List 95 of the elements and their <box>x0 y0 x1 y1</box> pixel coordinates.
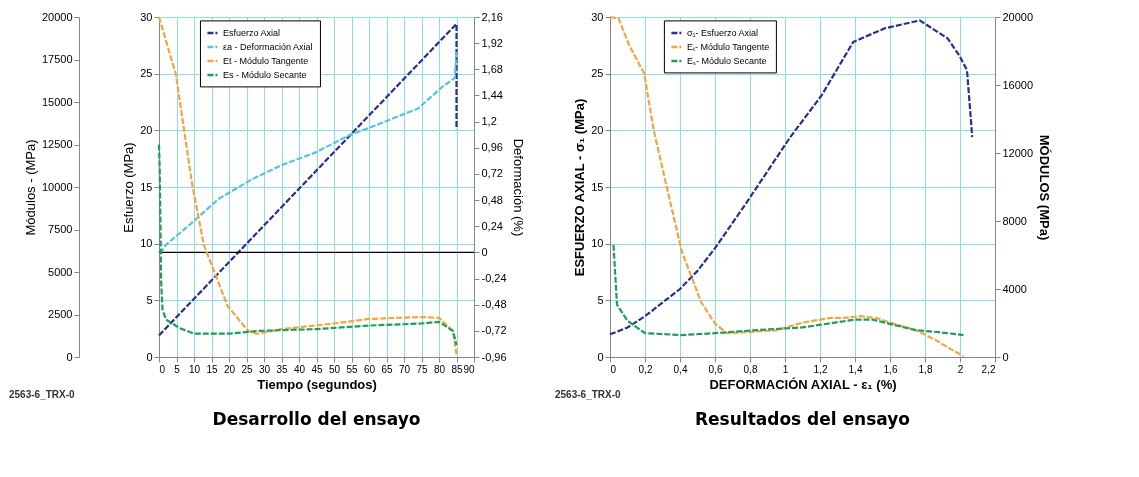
x-tick-label: 45 <box>311 363 323 375</box>
y3-tick-label: 7500 <box>48 223 73 235</box>
y3-tick-label: 5000 <box>48 265 73 278</box>
legend-label: εa - Deformación Axial <box>222 41 313 52</box>
y2-tick-label: 12000 <box>1002 146 1034 159</box>
x-axis-title: DEFORMACIÓN AXIAL - ε₁ (%) <box>709 376 897 392</box>
x-tick-label: 0,6 <box>708 363 723 375</box>
y3-tick-label: 17500 <box>41 53 73 65</box>
y2-tick-label: -0,72 <box>481 324 507 337</box>
y2-tick-label: 1,44 <box>481 88 503 101</box>
y2-tick-label: 0 <box>481 245 488 258</box>
y-tick-label: 30 <box>140 10 153 23</box>
x-tick-label: 0,4 <box>673 363 688 375</box>
y-tick-label: 25 <box>591 67 604 80</box>
y2-tick-label: 2,16 <box>481 10 503 23</box>
y3-tick-label: 2500 <box>48 308 73 320</box>
legend-label: Eₜ- Módulo Tangente <box>686 41 770 52</box>
y-tick-label: 30 <box>591 10 604 23</box>
legend-label: Es - Módulo Secante <box>222 69 307 80</box>
x-tick-label: 40 <box>293 363 306 375</box>
x-tick-label: 5 <box>174 363 181 375</box>
x-tick-label: 90 <box>463 363 475 375</box>
x-tick-label: 10 <box>188 363 201 375</box>
y-tick-label: 15 <box>140 180 153 193</box>
y2-tick-label: 8000 <box>1002 214 1027 227</box>
y-tick-label: 10 <box>140 237 153 250</box>
x-tick-label: 25 <box>241 363 253 375</box>
legend-label: Esfuerzo Axial <box>222 27 280 38</box>
text: 2563-6_TRX-0 <box>9 389 76 400</box>
y3-tick-label: 20000 <box>41 10 73 23</box>
x-tick-label: 0,2 <box>638 363 653 375</box>
x-axis-title: Tiempo (segundos) <box>257 376 377 392</box>
x-tick-label: 1,6 <box>883 363 898 375</box>
x-tick-label: 15 <box>206 363 218 375</box>
y-tick-label: 25 <box>140 67 153 80</box>
x-tick-label: 2 <box>957 363 964 375</box>
y3-axis-title: Módulos - (MPa) <box>22 139 38 236</box>
text: Resultados del ensayo <box>694 409 911 429</box>
x-tick-label: 65 <box>381 363 393 375</box>
x-tick-label: 80 <box>433 363 446 375</box>
x-tick-label: 35 <box>276 363 288 375</box>
x-tick-label: 75 <box>416 363 428 375</box>
y3-tick-label: 0 <box>66 350 73 363</box>
y-tick-label: 20 <box>140 123 153 136</box>
y3-tick-label: 10000 <box>41 180 73 193</box>
x-tick-label: 0,8 <box>743 363 758 375</box>
y2-tick-label: 0,24 <box>481 219 503 232</box>
x-tick-label: 0 <box>610 363 617 375</box>
text: 2563-6_TRX-0 <box>555 389 622 400</box>
line-series <box>612 243 965 337</box>
y-tick-label: 15 <box>591 180 604 193</box>
line-series <box>157 50 458 254</box>
y-axis-title: Esfuerzo (MPa) <box>121 142 137 233</box>
y-tick-label: 0 <box>146 350 153 363</box>
y2-tick-label: 1,68 <box>481 62 503 75</box>
y2-axis-title: MÓDULOS (MPa) <box>1037 134 1053 241</box>
y3-tick-label: 15000 <box>41 95 73 108</box>
y-tick-label: 5 <box>146 293 153 306</box>
y3-tick-label: 12500 <box>41 138 73 150</box>
y-tick-label: 0 <box>597 350 604 363</box>
legend-label: Et - Módulo Tangente <box>222 55 309 66</box>
x-tick-label: 20 <box>223 363 236 375</box>
legend-label: Eₛ- Módulo Secante <box>686 55 767 66</box>
y2-tick-label: 0,96 <box>481 141 503 154</box>
y2-tick-label: -0,48 <box>481 298 507 311</box>
y2-tick-label: 4000 <box>1002 282 1027 295</box>
x-tick-label: 50 <box>328 363 341 375</box>
y-tick-label: 10 <box>591 237 604 250</box>
x-tick-label: 1,2 <box>813 363 828 375</box>
x-tick-label: 30 <box>258 363 271 375</box>
x-tick-label: 85 <box>451 363 463 375</box>
x-tick-label: 1,4 <box>848 363 863 375</box>
y-tick-label: 5 <box>597 293 604 306</box>
y2-tick-label: 0,72 <box>481 167 503 180</box>
line-series <box>157 143 458 347</box>
y2-tick-label: 20000 <box>1002 10 1034 23</box>
y2-tick-label: 16000 <box>1002 78 1034 91</box>
legend-label: σ₁- Esfuerzo Axial <box>686 27 759 38</box>
y2-tick-label: -0,24 <box>481 272 507 285</box>
x-tick-label: 70 <box>398 363 411 375</box>
y2-tick-label: 0 <box>1002 350 1009 363</box>
x-tick-label: 60 <box>363 363 376 375</box>
text: Desarrollo del ensayo <box>212 409 421 429</box>
y2-tick-label: 0,48 <box>481 193 503 206</box>
y2-tick-label: 1,92 <box>481 36 503 49</box>
x-tick-label: 55 <box>346 363 358 375</box>
x-tick-label: 2,2 <box>981 363 996 375</box>
x-tick-label: 1 <box>782 363 789 375</box>
y-tick-label: 20 <box>591 123 604 136</box>
x-tick-label: 0 <box>159 363 166 375</box>
y2-tick-label: -0,96 <box>481 350 507 363</box>
y2-tick-label: 1,2 <box>481 115 497 128</box>
y-axis-title: ESFUERZO AXIAL - σ₁ (MPa) <box>572 98 588 277</box>
y2-axis-title: Deformación (%) <box>510 138 526 237</box>
x-tick-label: 1,8 <box>918 363 933 375</box>
